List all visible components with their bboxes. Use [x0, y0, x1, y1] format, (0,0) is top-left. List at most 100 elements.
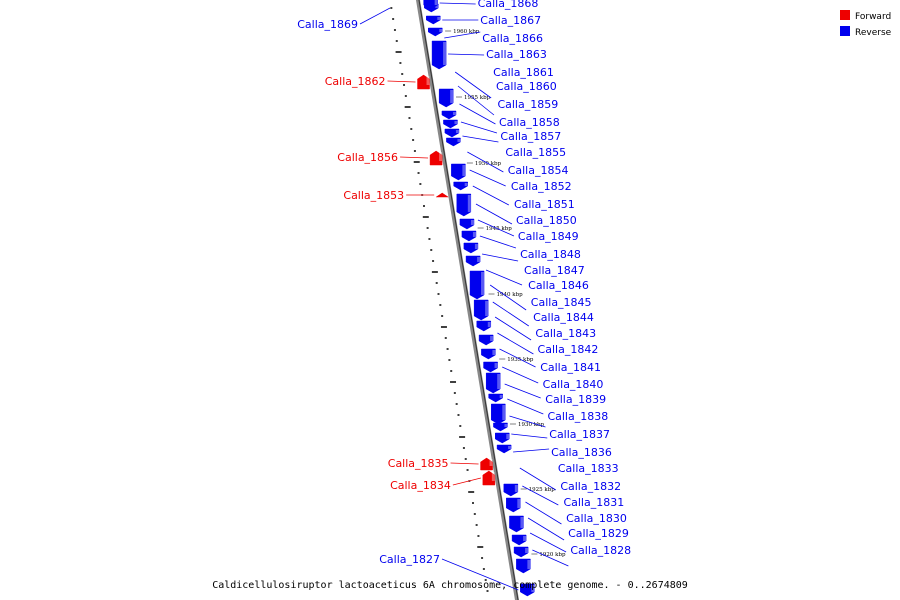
leader-line: [481, 253, 519, 262]
gene-glyph[interactable]: [426, 15, 441, 25]
gene-label[interactable]: Calla_1831: [563, 496, 624, 509]
gene-label[interactable]: Calla_1846: [528, 279, 589, 292]
gene-glyph[interactable]: [428, 27, 443, 37]
gene-glyph[interactable]: [520, 583, 535, 597]
gene-glyph[interactable]: [506, 497, 521, 513]
gene-label[interactable]: Calla_1860: [496, 80, 557, 93]
gene-label[interactable]: Calla_1834: [390, 479, 451, 492]
gene-glyph[interactable]: [473, 299, 489, 321]
leader-line: [448, 53, 485, 56]
gene-glyph[interactable]: [451, 163, 466, 181]
gene-glyph[interactable]: [423, 0, 438, 10]
gene-glyph[interactable]: [461, 230, 477, 242]
gene-label[interactable]: Calla_1861: [493, 66, 554, 79]
gene-glyph[interactable]: [513, 546, 529, 558]
gene-glyph[interactable]: [443, 119, 458, 129]
gene-label[interactable]: Calla_1869: [297, 18, 358, 31]
gene-label[interactable]: Calla_1848: [520, 248, 581, 261]
gene-label[interactable]: Calla_1840: [543, 378, 604, 391]
gene-label[interactable]: Calla_1862: [325, 75, 386, 88]
gene-glyph[interactable]: [480, 457, 493, 471]
gene-glyph[interactable]: [509, 515, 524, 533]
gene-label[interactable]: Calla_1842: [538, 343, 599, 356]
gene-label[interactable]: Calla_1829: [568, 527, 629, 540]
gene-label[interactable]: Calla_1839: [545, 393, 606, 406]
gene-glyph[interactable]: [459, 218, 475, 230]
gene-shading: [490, 336, 494, 341]
leader-line: [509, 415, 546, 428]
gene-label[interactable]: Calla_1853: [343, 189, 404, 202]
gene-label[interactable]: Calla_1838: [547, 410, 608, 423]
gene-label[interactable]: Calla_1850: [516, 214, 577, 227]
gene-shading: [467, 195, 471, 212]
gene-glyph[interactable]: [491, 403, 506, 425]
gene-shading: [520, 517, 524, 528]
gene-glyph[interactable]: [488, 393, 503, 403]
gene-glyph[interactable]: [493, 422, 508, 432]
gene-label[interactable]: Calla_1832: [560, 480, 621, 493]
gene-label[interactable]: Calla_1852: [511, 180, 572, 193]
gene-label[interactable]: Calla_1868: [478, 0, 539, 10]
gene-label[interactable]: Calla_1828: [570, 544, 631, 557]
gene-label[interactable]: Calla_1858: [499, 116, 560, 129]
gene-label[interactable]: Calla_1856: [337, 151, 398, 164]
gene-label[interactable]: Calla_1830: [566, 512, 627, 525]
gene-glyph[interactable]: [516, 558, 531, 574]
gene-label[interactable]: Calla_1866: [482, 32, 543, 45]
gene-label[interactable]: Calla_1854: [508, 164, 569, 177]
gene-label[interactable]: Calla_1827: [379, 553, 440, 566]
gene-label[interactable]: Calla_1851: [514, 198, 575, 211]
gene-label[interactable]: Calla_1837: [549, 428, 610, 441]
gene-glyph[interactable]: [431, 40, 447, 70]
gene-label[interactable]: Calla_1857: [500, 130, 561, 143]
gene-label[interactable]: Calla_1847: [524, 264, 585, 277]
gene-label[interactable]: Calla_1849: [518, 230, 579, 243]
legend-swatch-reverse: [840, 26, 850, 36]
legend-label-reverse: Reverse: [855, 28, 892, 38]
gene-label[interactable]: Calla_1863: [486, 48, 547, 61]
gene-label[interactable]: Calla_1855: [505, 146, 566, 159]
gene-glyph[interactable]: [485, 372, 501, 394]
gene-label[interactable]: Calla_1867: [480, 14, 541, 27]
gene-glyph[interactable]: [446, 137, 461, 147]
gene-glyph[interactable]: [456, 193, 472, 217]
gene-label[interactable]: Calla_1845: [531, 296, 592, 309]
gene-label[interactable]: Calla_1843: [535, 327, 596, 340]
gene-glyph[interactable]: [511, 534, 527, 546]
gene-glyph[interactable]: [503, 483, 519, 497]
gene-label[interactable]: Calla_1835: [388, 457, 449, 470]
gene-shading: [504, 424, 508, 427]
gene-glyph[interactable]: [417, 74, 430, 90]
gene-glyph[interactable]: [435, 192, 450, 198]
gene-glyph[interactable]: [465, 255, 481, 267]
gene-label[interactable]: Calla_1833: [558, 462, 619, 475]
gene-glyph[interactable]: [476, 320, 492, 332]
gene-glyph[interactable]: [429, 150, 443, 166]
gene-glyph[interactable]: [496, 444, 512, 454]
gene-glyph[interactable]: [483, 361, 498, 373]
gene-shading: [477, 257, 481, 262]
gene-shading: [445, 194, 449, 195]
gene-glyph[interactable]: [463, 242, 479, 254]
gene-glyph[interactable]: [438, 88, 454, 108]
gene-glyph[interactable]: [481, 348, 496, 360]
leader-line: [497, 332, 534, 355]
gene-glyph[interactable]: [453, 181, 468, 191]
kbp-label: 1935 kbp: [507, 357, 534, 363]
gene-glyph[interactable]: [441, 110, 457, 120]
leader-line: [467, 151, 504, 173]
gene-glyph[interactable]: [444, 128, 460, 138]
gene-shading: [527, 560, 531, 569]
leader-line: [457, 85, 495, 116]
gene-glyph[interactable]: [495, 432, 510, 444]
leader-line: [441, 558, 519, 591]
leader-line: [459, 103, 496, 125]
gene-label[interactable]: Calla_1844: [533, 311, 594, 324]
gene-label[interactable]: Calla_1836: [551, 446, 612, 459]
gene-glyph[interactable]: [469, 270, 485, 300]
gene-label[interactable]: Calla_1841: [540, 361, 601, 374]
gene-glyph[interactable]: [478, 334, 494, 346]
gene-glyph[interactable]: [482, 470, 496, 486]
gene-label[interactable]: Calla_1859: [497, 98, 558, 111]
